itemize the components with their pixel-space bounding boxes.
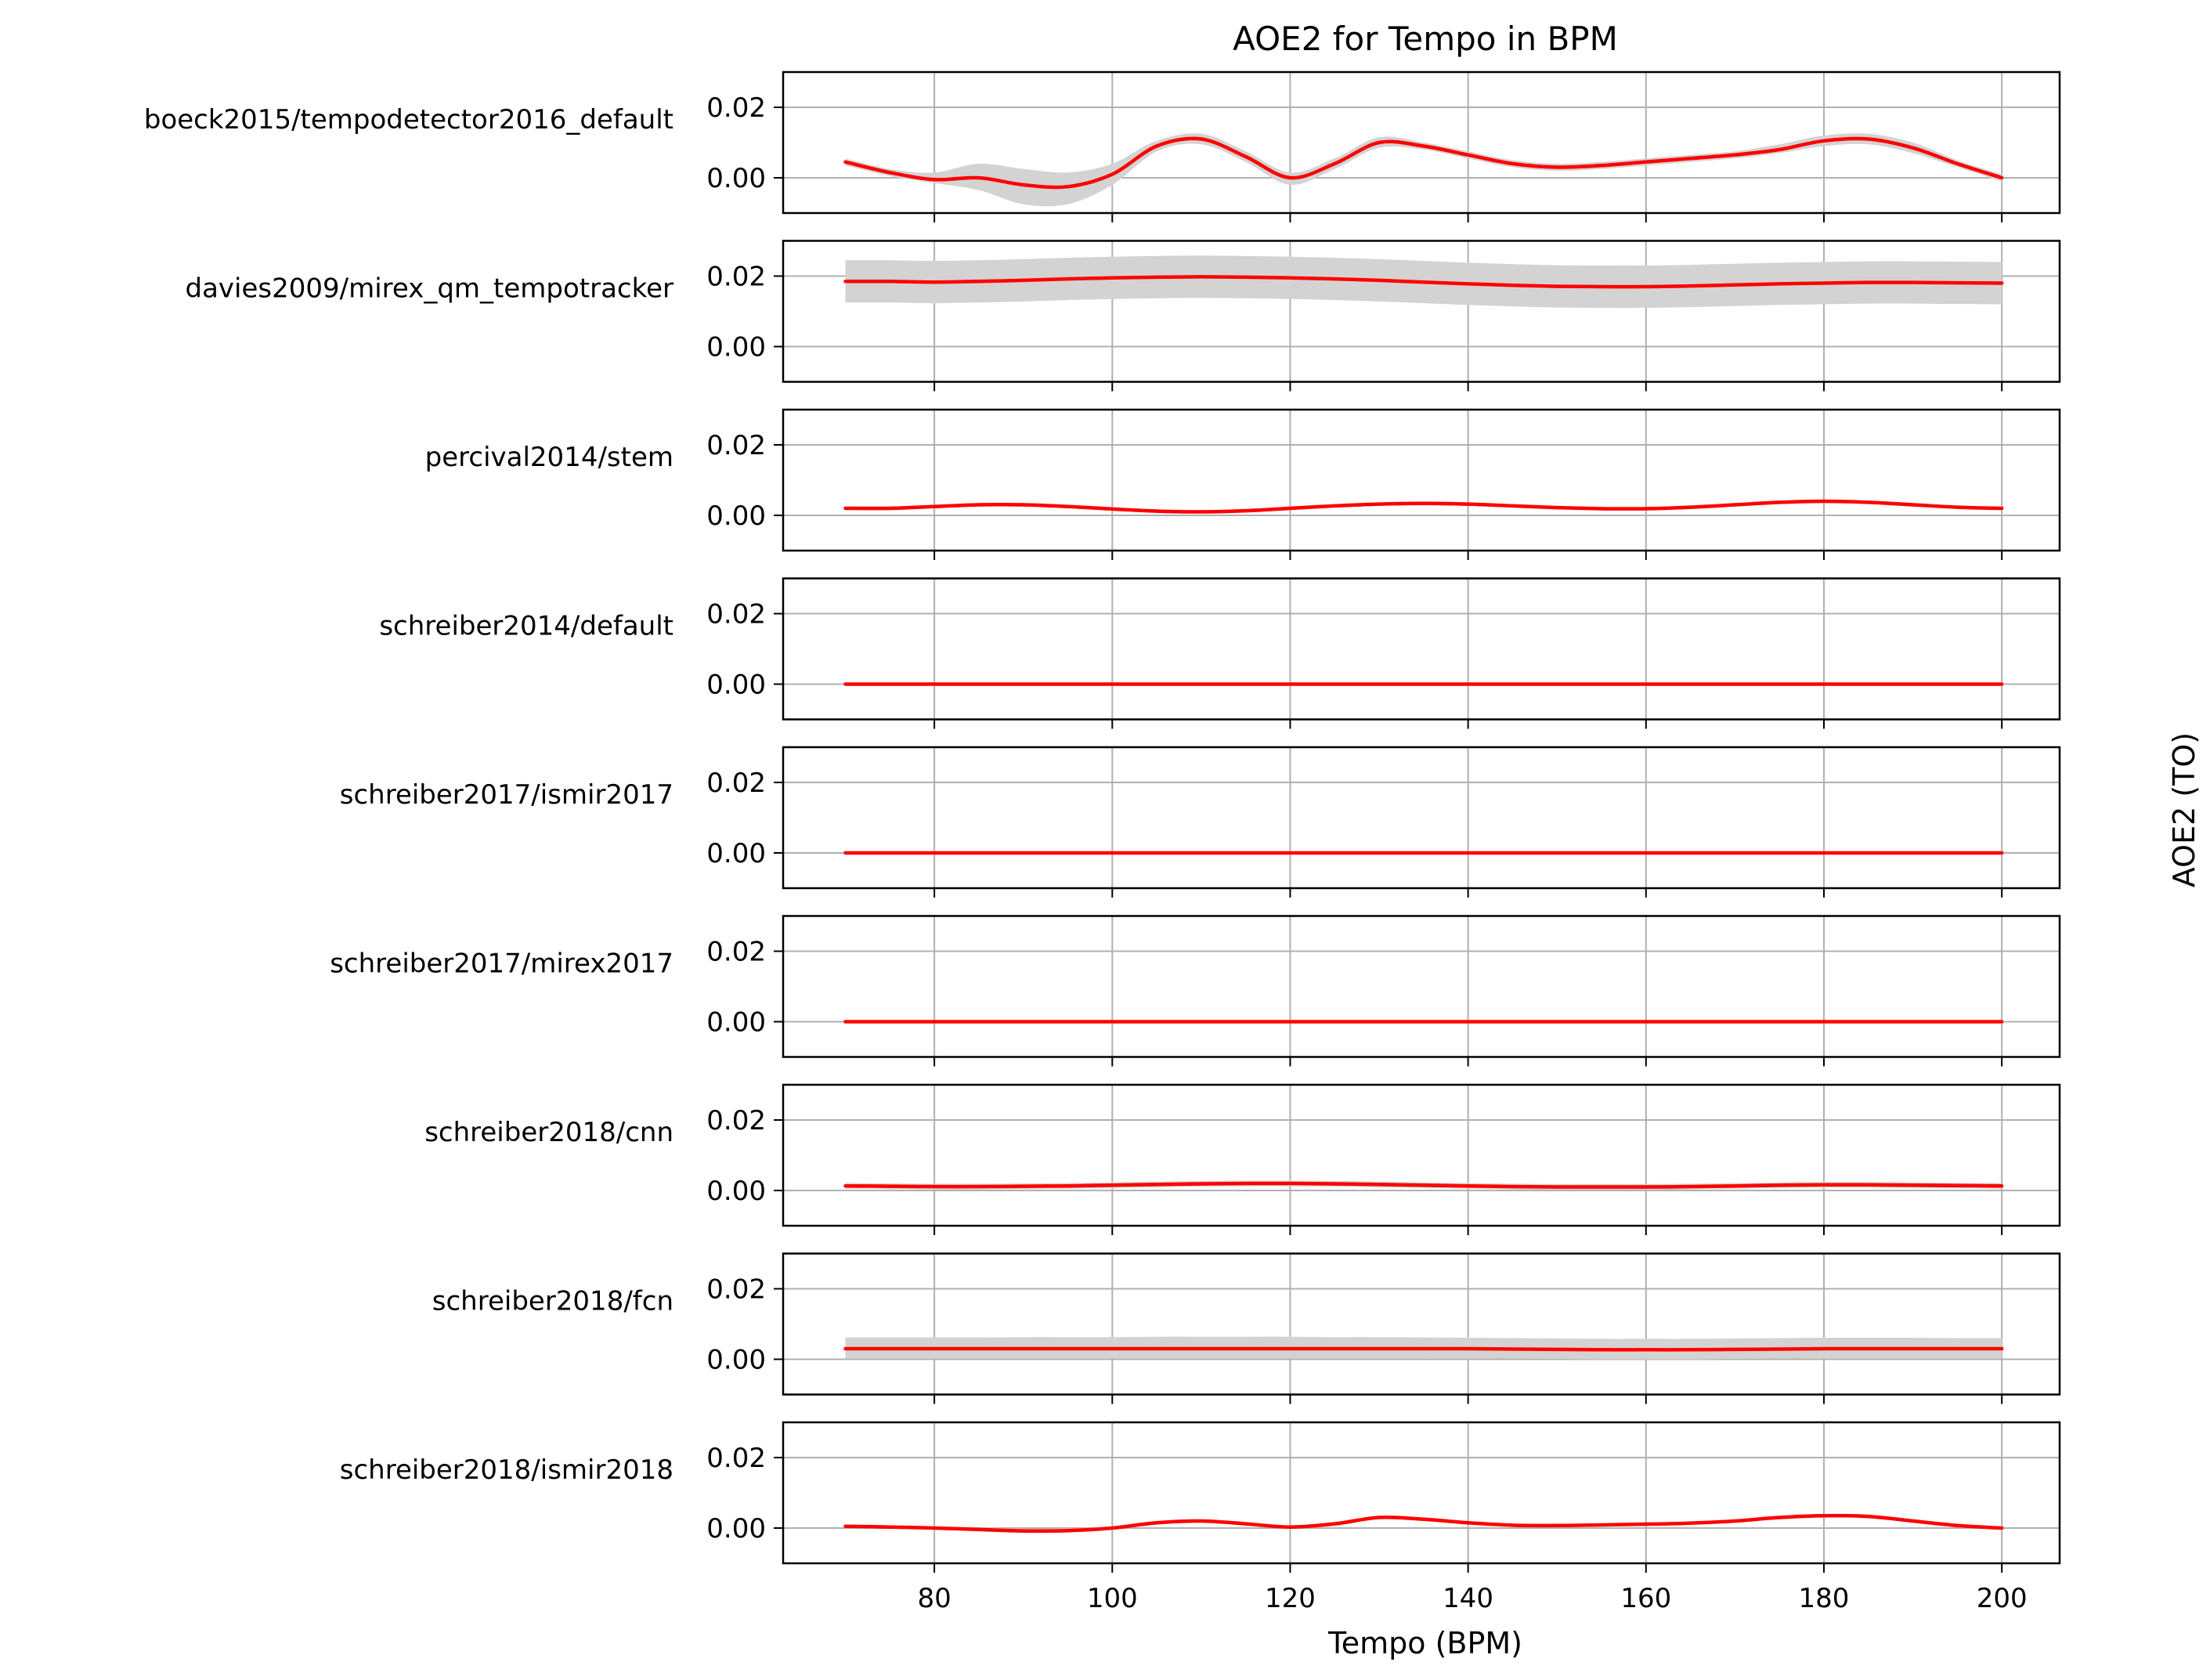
axes-frame xyxy=(782,746,2061,890)
confidence-band xyxy=(845,133,2002,207)
y-tick-label: 0.00 xyxy=(706,500,766,532)
series-label: schreiber2018/ismir2018 xyxy=(340,1454,673,1486)
y-tick-label: 0.02 xyxy=(706,92,766,124)
subplot-3: 0.00 0.02 schreiber2014/default xyxy=(379,577,2061,729)
y-tick-label: 0.00 xyxy=(706,332,766,363)
series-line xyxy=(843,1513,2004,1533)
y-tick-label: 0.00 xyxy=(706,1007,766,1039)
y-tick-label: 0.02 xyxy=(706,1443,766,1474)
y-tick-label: 0.02 xyxy=(706,768,766,799)
y-tick-label: 0.02 xyxy=(706,599,766,630)
subplot-7: 0.00 0.02 schreiber2018/fcn xyxy=(432,1252,2061,1404)
y-tick-label: 0.00 xyxy=(706,1176,766,1207)
series-label: schreiber2018/fcn xyxy=(432,1286,673,1317)
subplot-1: 0.00 0.02 davies2009/mirex_qm_tempotracker xyxy=(185,240,2061,392)
subplot-5: 0.00 0.02 schreiber2017/mirex2017 xyxy=(330,915,2061,1067)
x-tick-label: 100 xyxy=(1087,1583,1138,1614)
y-tick-label: 0.00 xyxy=(706,163,766,194)
y-tick-label: 0.00 xyxy=(706,838,766,869)
series-line xyxy=(843,499,2004,514)
x-tick-label: 180 xyxy=(1799,1583,1850,1614)
x-tick-label: 200 xyxy=(1977,1583,2028,1614)
series-label: schreiber2014/default xyxy=(379,611,673,642)
axes-frame xyxy=(782,1421,2061,1565)
y-tick-label: 0.00 xyxy=(706,670,766,701)
x-tick-label: 120 xyxy=(1265,1583,1316,1614)
subplot-2: 0.00 0.02 percival2014/stem xyxy=(425,408,2061,560)
axes-frame xyxy=(782,915,2061,1058)
series-line xyxy=(843,1181,2004,1189)
subplot-4: 0.00 0.02 schreiber2017/ismir2017 xyxy=(340,746,2061,898)
series-label: schreiber2018/cnn xyxy=(424,1117,673,1148)
series-label: schreiber2017/ismir2017 xyxy=(340,779,673,811)
x-tick-label: 160 xyxy=(1620,1583,1671,1614)
y-tick-label: 0.00 xyxy=(706,1513,766,1545)
y-axis-label: AOE2 (TO) xyxy=(2167,732,2201,887)
series-label: schreiber2017/mirex2017 xyxy=(330,948,673,980)
series-label: davies2009/mirex_qm_tempotracker xyxy=(185,273,673,305)
chart-title: AOE2 for Tempo in BPM xyxy=(1233,20,1618,58)
axes-frame xyxy=(782,1083,2061,1227)
axes-frame xyxy=(782,408,2061,552)
y-tick-label: 0.02 xyxy=(706,1105,766,1136)
x-axis-label: Tempo (BPM) xyxy=(1327,1626,1522,1660)
axes-frame xyxy=(782,1252,2061,1396)
x-tick-label: 140 xyxy=(1443,1583,1493,1614)
subplot-0: 0.00 0.02 boeck2015/tempodetector2016_defa… xyxy=(144,70,2061,222)
series-line xyxy=(843,136,2004,190)
y-tick-label: 0.02 xyxy=(706,430,766,461)
y-tick-label: 0.02 xyxy=(706,937,766,968)
series-label: boeck2015/tempodetector2016_default xyxy=(144,104,673,135)
axes-frame xyxy=(782,240,2061,383)
series-label: percival2014/stem xyxy=(425,442,673,473)
x-tick-label: 80 xyxy=(917,1583,951,1614)
y-tick-label: 0.02 xyxy=(706,262,766,293)
subplot-8: 0.00 0.02 schreiber2018/ismir2018 80 100 120 1… xyxy=(340,1421,2061,1614)
axes-frame xyxy=(782,70,2061,215)
subplot-6: 0.00 0.02 schreiber2018/cnn xyxy=(424,1083,2061,1235)
y-tick-label: 0.02 xyxy=(706,1274,766,1306)
axes-frame xyxy=(782,577,2061,721)
series-line xyxy=(843,275,2004,289)
subplot-stack: 0.00 0.02 boeck2015/tempodetector2016_defa… xyxy=(144,70,2061,1614)
y-tick-label: 0.00 xyxy=(706,1345,766,1376)
